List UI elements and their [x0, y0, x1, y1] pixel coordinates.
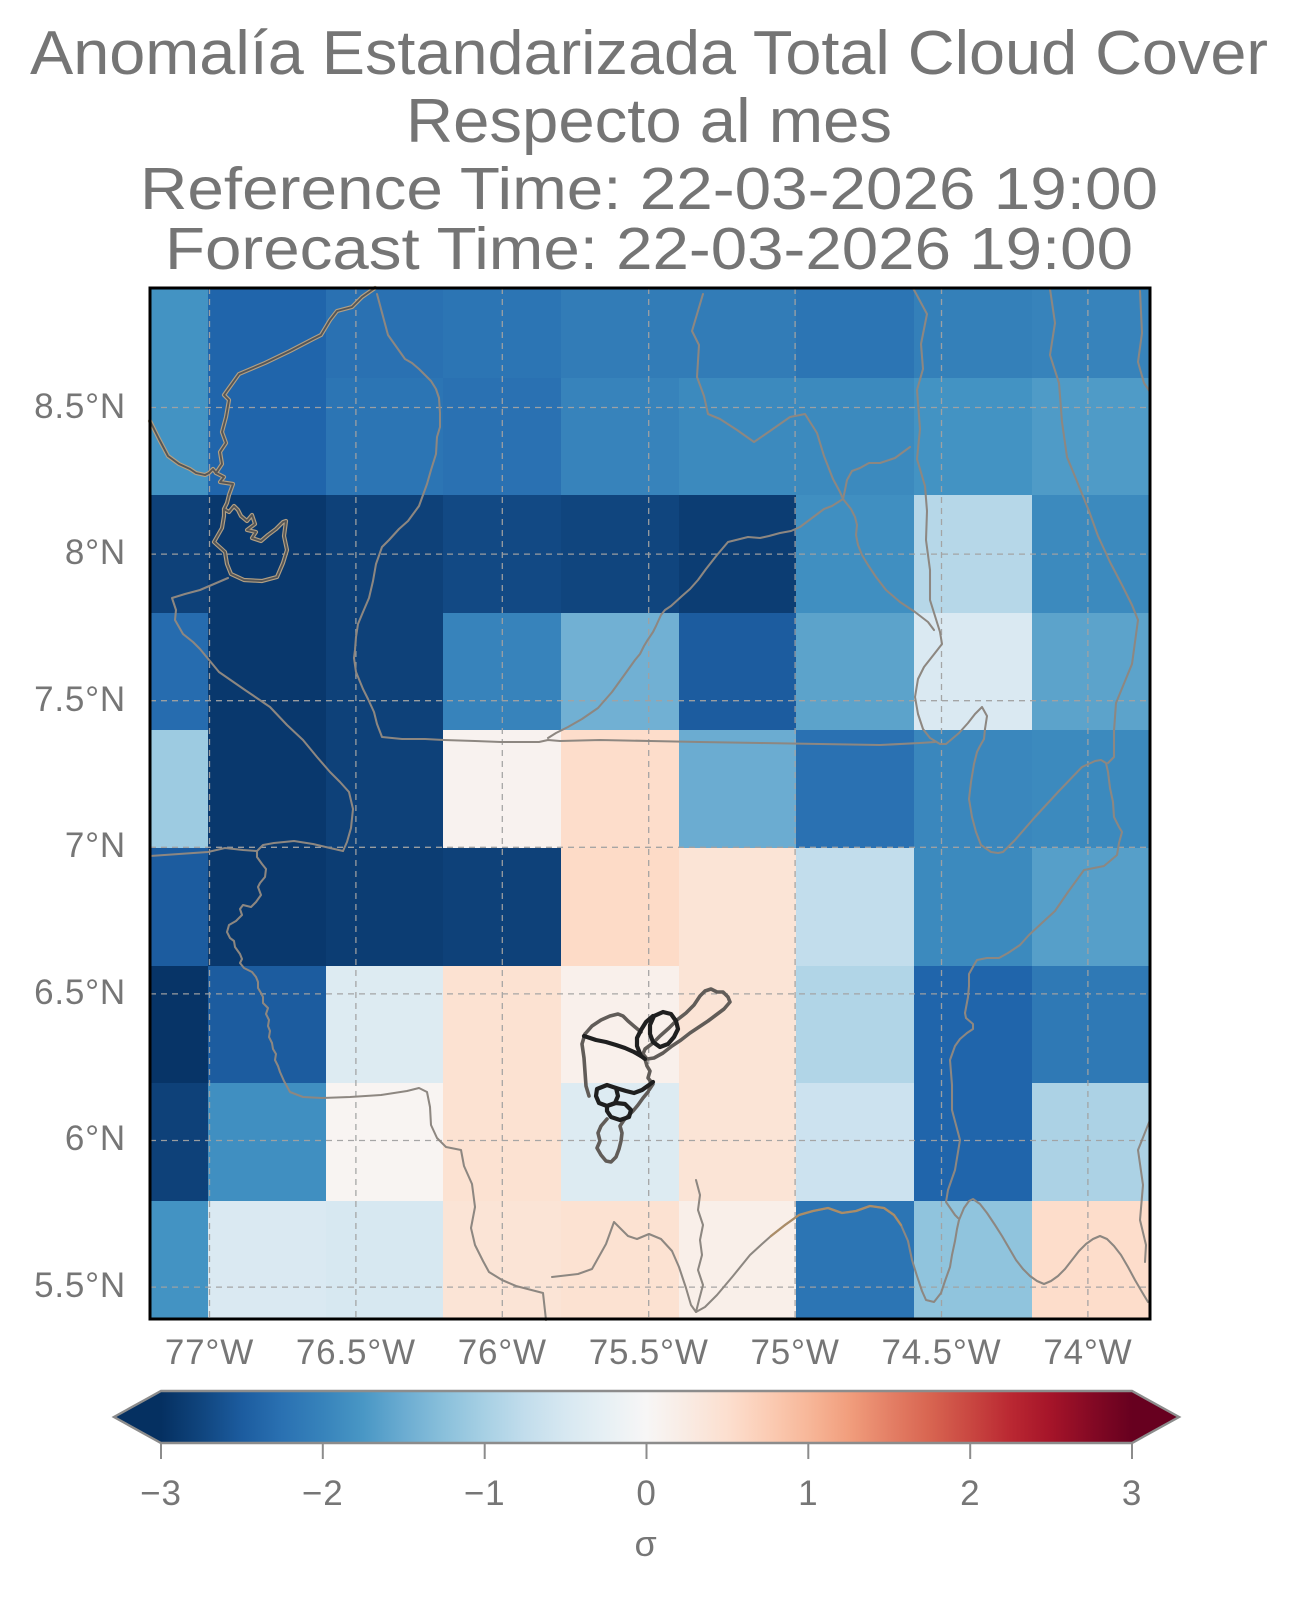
svg-text:75°W: 75°W — [751, 1333, 840, 1372]
svg-text:5.5°N: 5.5°N — [34, 1266, 126, 1305]
svg-text:7.5°N: 7.5°N — [34, 680, 126, 719]
svg-text:76°W: 76°W — [458, 1333, 547, 1372]
svg-text:Anomalía Estandarizada Total C: Anomalía Estandarizada Total Cloud Cover — [30, 19, 1268, 88]
svg-text:Respecto al mes: Respecto al mes — [406, 87, 892, 156]
svg-text:8.5°N: 8.5°N — [34, 387, 126, 426]
svg-text:3: 3 — [1122, 1474, 1142, 1513]
svg-text:Forecast Time: 22-03-2026 19:0: Forecast Time: 22-03-2026 19:00 — [165, 216, 1133, 282]
svg-text:7°N: 7°N — [65, 826, 126, 865]
svg-text:77°W: 77°W — [165, 1333, 254, 1372]
svg-text:8°N: 8°N — [65, 533, 126, 572]
svg-text:σ: σ — [634, 1523, 657, 1564]
svg-text:74°W: 74°W — [1043, 1333, 1132, 1372]
svg-text:0: 0 — [636, 1474, 656, 1513]
svg-text:75.5°W: 75.5°W — [589, 1333, 709, 1372]
svg-text:6.5°N: 6.5°N — [34, 973, 126, 1012]
svg-text:Reference Time: 22-03-2026 19:: Reference Time: 22-03-2026 19:00 — [140, 156, 1158, 222]
svg-text:1: 1 — [798, 1474, 818, 1513]
svg-text:2: 2 — [960, 1474, 980, 1513]
svg-text:−1: −1 — [464, 1474, 506, 1513]
svg-text:−3: −3 — [140, 1474, 182, 1513]
svg-text:−2: −2 — [302, 1474, 344, 1513]
svg-text:74.5°W: 74.5°W — [882, 1333, 1002, 1372]
svg-text:76.5°W: 76.5°W — [296, 1333, 416, 1372]
svg-text:6°N: 6°N — [65, 1119, 126, 1158]
